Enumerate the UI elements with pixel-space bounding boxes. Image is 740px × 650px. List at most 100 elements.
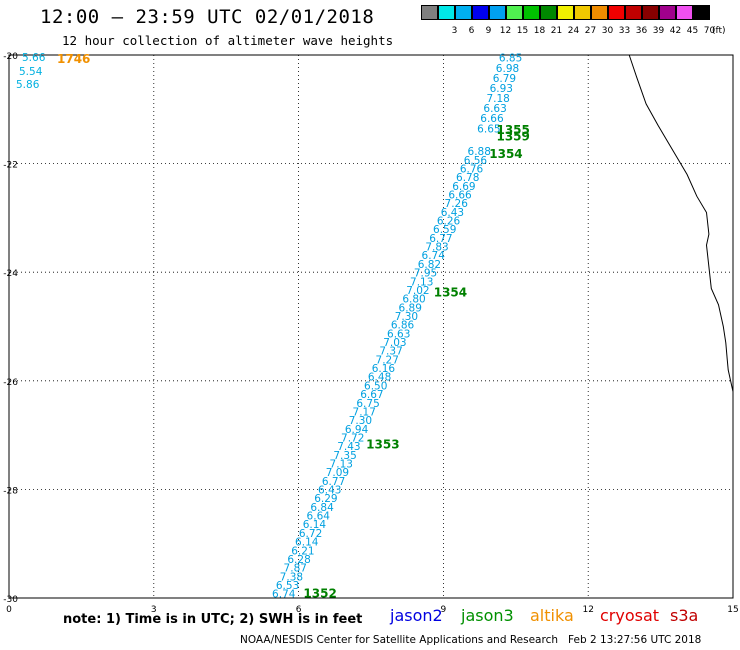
x-tick-label: 9 — [441, 605, 447, 615]
scale-swatch — [540, 5, 557, 20]
track-value-label: 7.95 — [414, 268, 437, 280]
corner-time-label: 1746 — [57, 52, 90, 66]
track-value-label: 6.88 — [468, 146, 491, 158]
scale-swatch — [523, 5, 540, 20]
track-value-label: 7.17 — [353, 406, 376, 418]
x-tick-label: 3 — [151, 605, 157, 615]
chart-subtitle: 12 hour collection of altimeter wave hei… — [62, 33, 394, 48]
corner-value-label: 5.54 — [19, 66, 43, 78]
corner-value-label: 5.86 — [16, 79, 40, 91]
track-value-label: 6.26 — [437, 216, 461, 228]
time-label: 1352 — [303, 587, 336, 601]
time-label: 1354 — [489, 147, 522, 161]
track-value-label: 7.02 — [406, 285, 429, 297]
track-value-label: 6.14 — [303, 519, 327, 531]
satellite-legend-item: jason2 — [390, 606, 443, 625]
time-label: 1355 — [496, 123, 529, 137]
scale-swatch — [608, 5, 625, 20]
scale-swatch — [659, 5, 676, 20]
time-label: 1354 — [434, 285, 467, 299]
credit-text: NOAA/NESDIS Center for Satellite Applica… — [240, 634, 558, 646]
track-value-label: 6.89 — [399, 302, 422, 314]
scale-swatch — [676, 5, 693, 20]
scale-swatch — [489, 5, 506, 20]
track-value-label: 6.66 — [448, 189, 472, 201]
scale-label: 15 — [516, 26, 529, 36]
track-value-label: 6.76 — [460, 163, 484, 175]
credit-timestamp: Feb 2 13:27:56 UTC 2018 — [568, 634, 702, 646]
track-value-label: 7.26 — [445, 198, 469, 210]
track-value-label: 6.72 — [299, 528, 322, 540]
scale-label: 3 — [451, 26, 458, 36]
time-label: 1353 — [366, 437, 399, 451]
track-value-label: 7.13 — [330, 458, 353, 470]
scale-swatch — [574, 5, 591, 20]
track-value-label: 7.72 — [341, 432, 364, 444]
scale-swatch — [591, 5, 608, 20]
scale-swatch — [506, 5, 523, 20]
track-value-label: 6.29 — [314, 493, 337, 505]
track-value-label: 6.63 — [483, 103, 506, 115]
scale-label: 24 — [567, 26, 580, 36]
track-value-label: 7.37 — [379, 346, 402, 358]
track-value-label: 6.50 — [364, 380, 387, 392]
time-label: 1359 — [496, 129, 529, 143]
scale-label: 12 — [499, 26, 512, 36]
track-value-label: 6.94 — [345, 424, 369, 436]
track-value-label: 6.28 — [287, 554, 310, 566]
scale-swatch — [642, 5, 659, 20]
track-value-label: 6.77 — [429, 233, 452, 245]
track-value-label: 6.16 — [372, 363, 396, 375]
y-tick-label: -20 — [3, 52, 18, 62]
track-value-label: 7.38 — [280, 571, 303, 583]
track-value-label: 7.30 — [349, 415, 372, 427]
scale-label: 30 — [601, 26, 614, 36]
scale-label: 33 — [618, 26, 631, 36]
scale-swatch — [693, 5, 710, 20]
x-tick-label: 0 — [6, 605, 12, 615]
satellite-legend-item: jason3 — [461, 606, 514, 625]
coastline — [628, 54, 734, 392]
track-value-label: 6.65 — [477, 123, 500, 135]
scale-swatch — [472, 5, 489, 20]
track-value-label: 7.18 — [486, 93, 509, 105]
track-value-label: 7.83 — [425, 242, 448, 254]
track-value-label: 6.21 — [291, 545, 314, 557]
track-value-label: 6.69 — [452, 181, 475, 193]
scale-label: 9 — [485, 26, 492, 36]
scale-unit: (ft) — [712, 26, 726, 36]
satellite-legend-item: s3a — [670, 606, 699, 625]
scale-label: 39 — [652, 26, 665, 36]
track-value-label: 7.30 — [395, 311, 418, 323]
track-value-label: 6.59 — [433, 224, 456, 236]
scale-swatch — [557, 5, 574, 20]
track-value-label: 6.85 — [499, 53, 522, 65]
track-value-label: 7.43 — [337, 441, 360, 453]
scale-label: 70 — [703, 26, 716, 36]
track-value-label: 6.98 — [496, 63, 519, 75]
scale-label: 18 — [533, 26, 546, 36]
track-value-label: 6.67 — [360, 389, 383, 401]
track-value-label: 7.35 — [333, 450, 356, 462]
track-value-label: 6.78 — [456, 172, 479, 184]
y-tick-label: -26 — [3, 378, 18, 388]
x-tick-label: 12 — [582, 605, 593, 615]
scale-label: 21 — [550, 26, 563, 36]
track-value-label: 6.77 — [322, 476, 345, 488]
track-value-label: 6.84 — [310, 502, 334, 514]
track-value-label: 6.82 — [418, 259, 441, 271]
map-frame — [8, 54, 734, 599]
scale-label: 42 — [669, 26, 682, 36]
track-value-label: 6.74 — [272, 589, 296, 601]
scale-label: 6 — [468, 26, 475, 36]
satellite-legend-item: altika — [530, 606, 574, 625]
track-value-label: 6.63 — [387, 328, 410, 340]
corner-value-label: 5.66 — [22, 52, 46, 64]
x-tick-label: 6 — [296, 605, 302, 615]
credit-line: NOAA/NESDIS Center for Satellite Applica… — [240, 634, 701, 646]
scale-label: 36 — [635, 26, 648, 36]
satellite-legend-item: cryosat — [600, 606, 660, 625]
scale-label: 27 — [584, 26, 597, 36]
footer-note: note: 1) Time is in UTC; 2) SWH is in fe… — [63, 612, 363, 627]
